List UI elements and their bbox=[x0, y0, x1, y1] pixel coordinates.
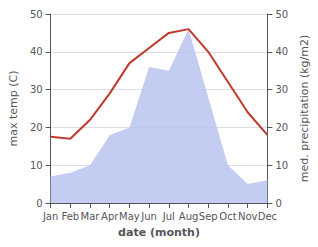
svg-text:Dec: Dec bbox=[258, 211, 277, 222]
svg-text:20: 20 bbox=[275, 122, 288, 133]
svg-text:Sep: Sep bbox=[199, 211, 218, 222]
svg-text:20: 20 bbox=[30, 122, 43, 133]
svg-text:med. precipitation (kg/m2): med. precipitation (kg/m2) bbox=[298, 35, 311, 183]
svg-text:May: May bbox=[119, 211, 140, 222]
svg-text:Oct: Oct bbox=[219, 211, 236, 222]
svg-text:30: 30 bbox=[30, 84, 43, 95]
svg-text:Apr: Apr bbox=[101, 211, 119, 222]
svg-text:Aug: Aug bbox=[179, 211, 199, 222]
svg-text:max temp (C): max temp (C) bbox=[7, 70, 20, 146]
svg-text:10: 10 bbox=[30, 160, 43, 171]
svg-text:50: 50 bbox=[30, 9, 43, 20]
svg-text:Jan: Jan bbox=[42, 211, 58, 222]
svg-text:0: 0 bbox=[36, 198, 42, 209]
svg-text:Jun: Jun bbox=[140, 211, 157, 222]
svg-text:10: 10 bbox=[275, 160, 288, 171]
svg-text:Nov: Nov bbox=[238, 211, 258, 222]
svg-text:Feb: Feb bbox=[61, 211, 79, 222]
svg-text:50: 50 bbox=[275, 9, 288, 20]
svg-text:0: 0 bbox=[275, 198, 281, 209]
svg-text:Mar: Mar bbox=[81, 211, 101, 222]
svg-text:40: 40 bbox=[275, 46, 288, 57]
svg-text:30: 30 bbox=[275, 84, 288, 95]
svg-text:date (month): date (month) bbox=[118, 226, 200, 239]
svg-text:Jul: Jul bbox=[162, 211, 175, 222]
svg-text:40: 40 bbox=[30, 46, 43, 57]
